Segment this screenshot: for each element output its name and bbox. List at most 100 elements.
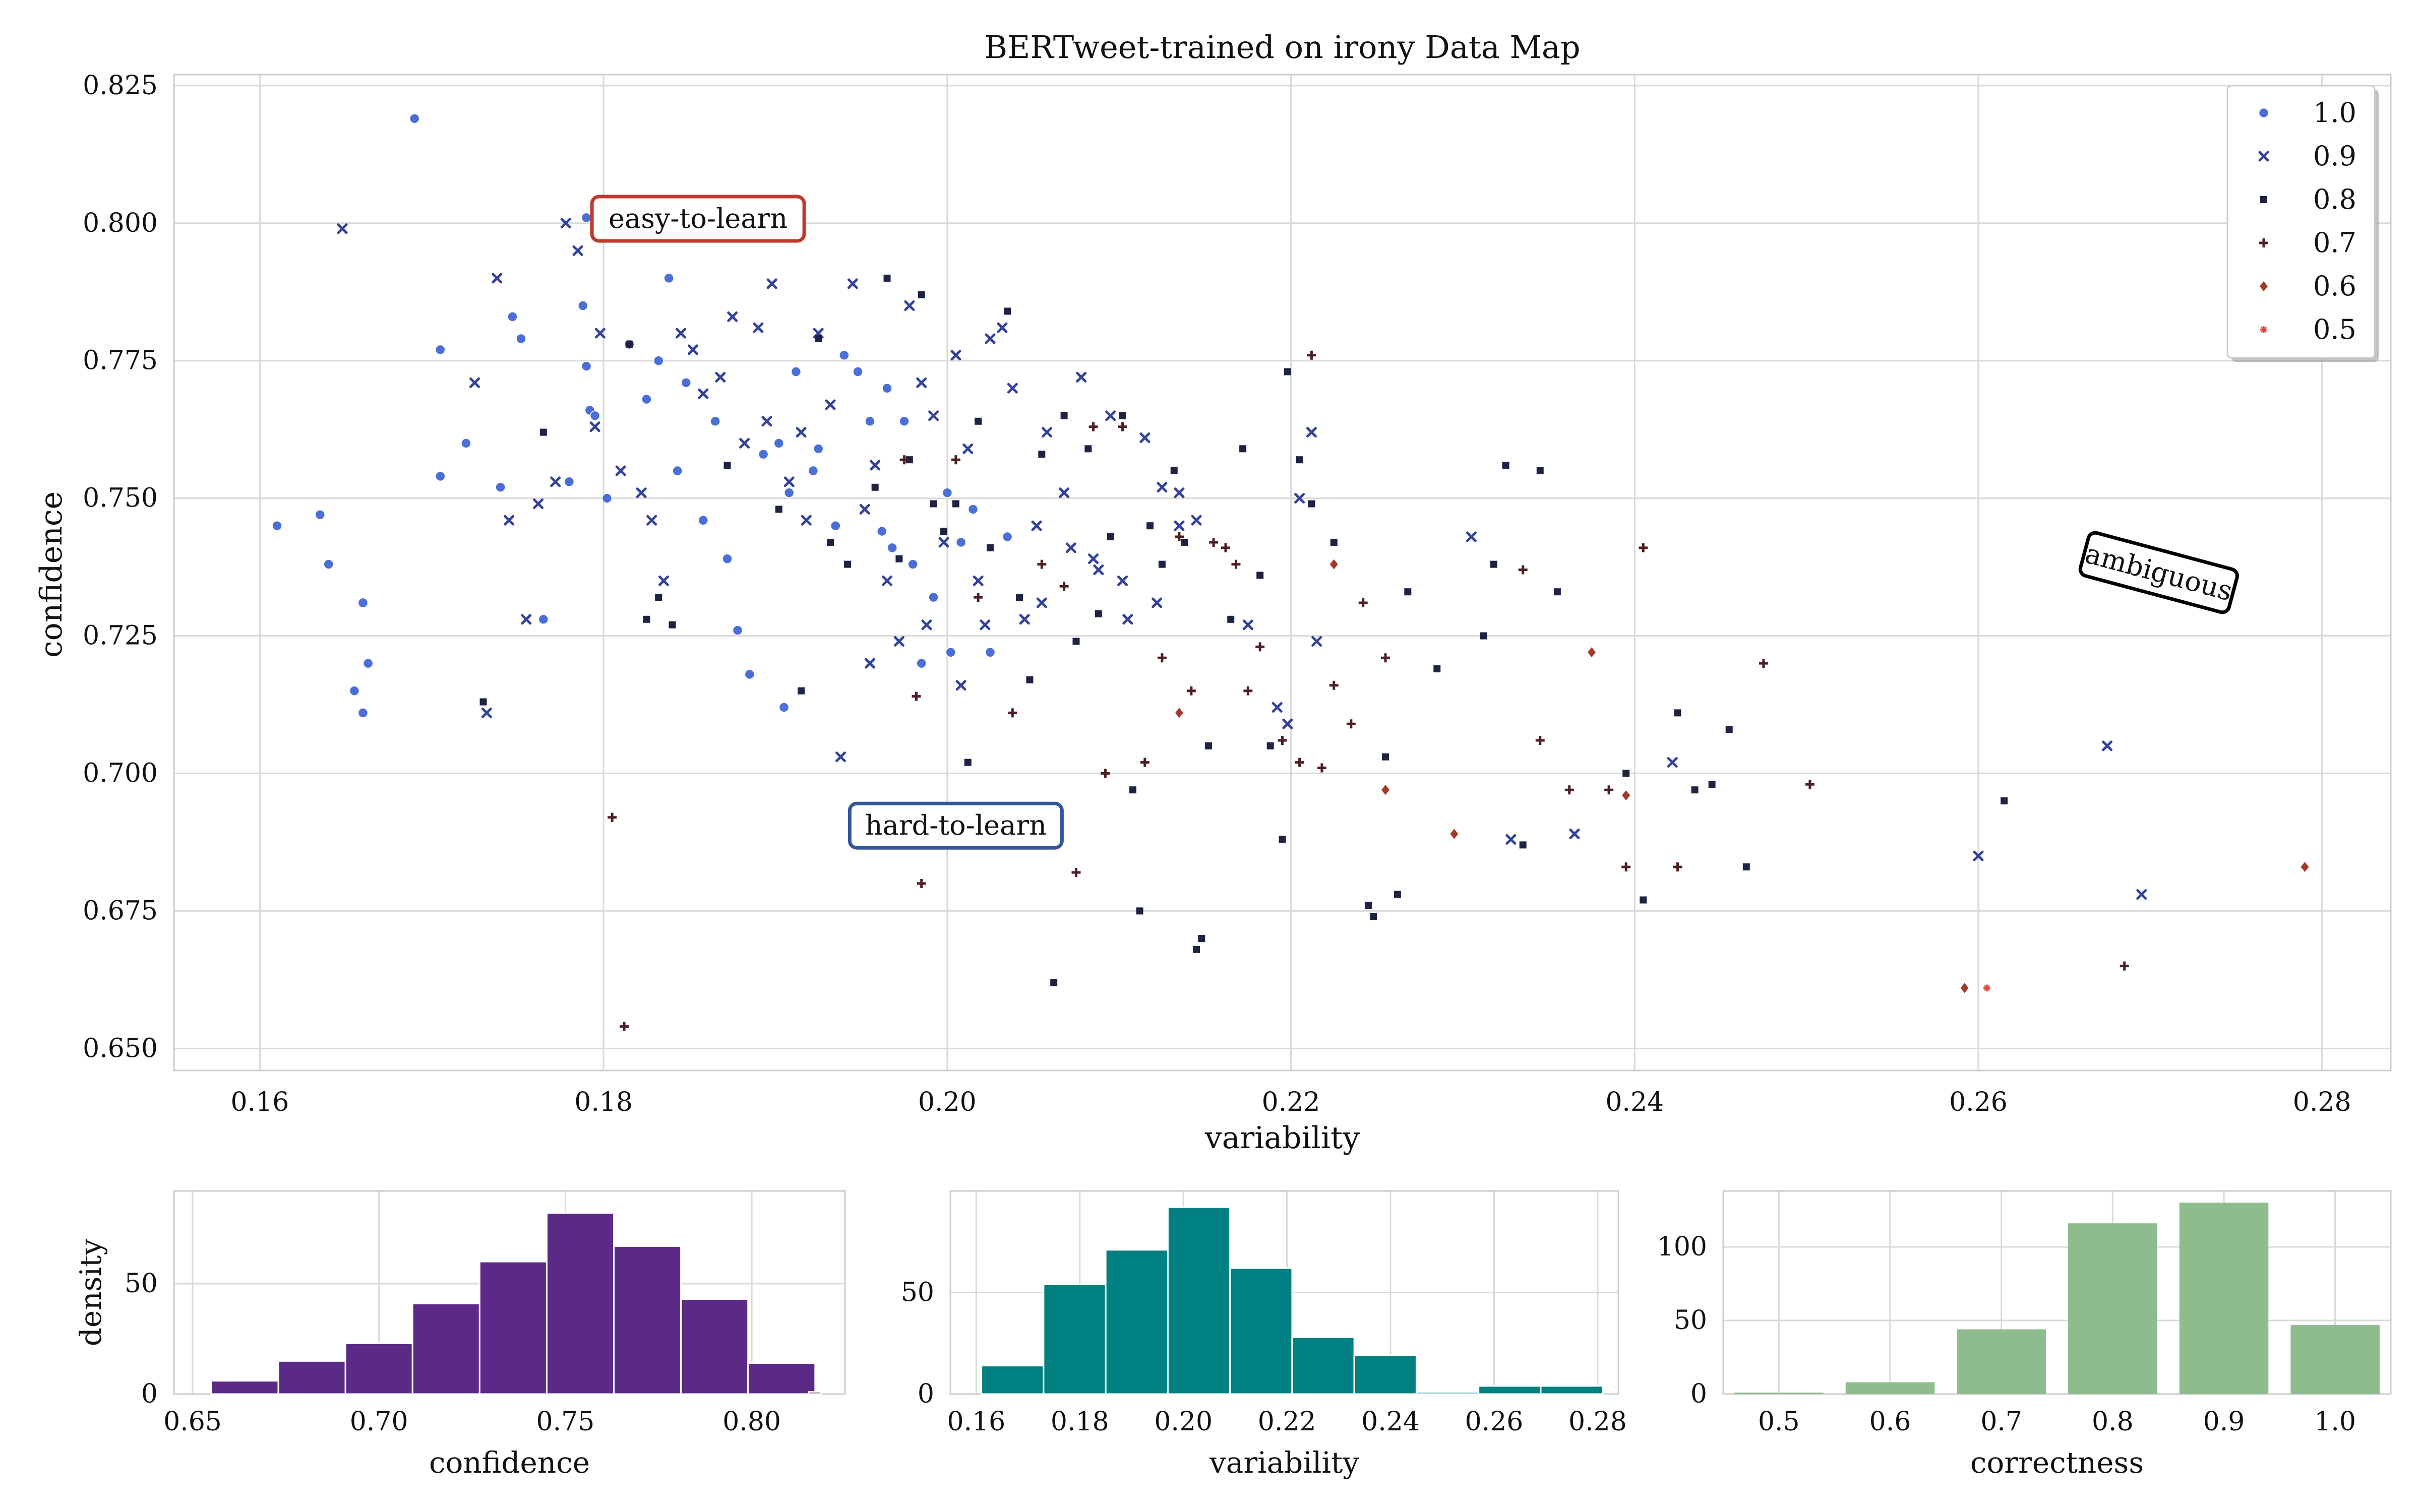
data-point <box>1019 614 1030 625</box>
y-tick-label: 0 <box>1690 1379 1707 1409</box>
data-point <box>865 416 875 427</box>
data-point <box>839 350 850 361</box>
data-point <box>1266 742 1274 749</box>
x-tick-label: 0.22 <box>1258 1407 1316 1437</box>
data-point <box>1004 307 1011 315</box>
data-point <box>1759 659 1768 668</box>
data-point <box>1119 412 1126 419</box>
series-0.9 <box>337 218 2147 900</box>
data-point <box>895 555 903 562</box>
data-point <box>1015 594 1023 601</box>
legend-label: 1.0 <box>2313 97 2356 129</box>
data-point <box>847 278 858 289</box>
data-point <box>481 707 492 718</box>
data-point <box>715 371 726 383</box>
data-point <box>921 619 932 631</box>
scatter-plot-frame <box>173 74 2392 1072</box>
data-point <box>1622 790 1630 801</box>
data-point <box>539 428 547 436</box>
data-point <box>658 575 669 586</box>
bar-0.6 <box>1845 1382 1935 1394</box>
data-point <box>1564 785 1574 795</box>
data-point <box>1667 757 1678 768</box>
data-point <box>864 658 875 669</box>
data-point <box>461 438 471 449</box>
y-tick-label: 50 <box>125 1269 158 1299</box>
data-point <box>1450 829 1459 839</box>
data-point <box>973 575 984 586</box>
data-point <box>974 593 983 602</box>
data-point <box>1535 735 1545 745</box>
data-point <box>1193 946 1200 953</box>
data-point <box>940 528 948 535</box>
data-point <box>581 361 592 371</box>
data-point <box>1311 636 1322 647</box>
data-point <box>1284 368 1291 375</box>
histogram-bar <box>981 1365 1045 1395</box>
x-tick-label: 0.20 <box>918 1087 977 1117</box>
data-point <box>758 449 769 460</box>
data-point <box>766 278 777 289</box>
data-point <box>1072 638 1080 645</box>
data-point <box>1282 718 1293 729</box>
bar-0.5 <box>1734 1393 1824 1394</box>
legend-label: 0.9 <box>2313 140 2356 172</box>
data-point <box>827 538 834 546</box>
data-point <box>1330 538 1338 546</box>
annotation-box <box>2078 531 2239 614</box>
data-point <box>1604 785 1614 795</box>
legend-label: 0.7 <box>2313 227 2356 259</box>
data-point <box>727 311 738 322</box>
x-tick-label: 0.6 <box>1869 1407 1911 1437</box>
data-point <box>469 377 480 388</box>
data-point <box>594 328 606 339</box>
data-point <box>516 333 526 344</box>
data-point <box>975 417 982 425</box>
data-point <box>1364 902 1372 909</box>
data-point <box>955 537 966 548</box>
data-point <box>1174 520 1185 531</box>
data-point <box>1519 841 1527 849</box>
data-point <box>272 520 282 531</box>
data-point <box>951 455 960 465</box>
data-point <box>1278 735 1287 745</box>
histogram-bar <box>277 1360 346 1395</box>
data-point <box>608 812 617 822</box>
data-point <box>1329 559 1338 570</box>
data-point <box>641 394 652 405</box>
data-point <box>1122 614 1133 625</box>
data-point <box>337 223 348 234</box>
data-point <box>930 500 937 508</box>
data-point <box>1140 758 1150 767</box>
data-point <box>882 575 893 586</box>
data-point <box>1490 560 1497 568</box>
legend-label: 0.6 <box>2313 270 2356 302</box>
x-tick-label: 0.24 <box>1605 1087 1664 1117</box>
data-point <box>945 647 956 658</box>
y-tick-label: 0.700 <box>83 758 158 788</box>
histogram-bar <box>808 1391 822 1395</box>
legend-marker <box>2260 196 2267 203</box>
series-0.5 <box>1983 984 1990 992</box>
data-point <box>435 344 446 355</box>
data-point <box>1175 708 1183 718</box>
data-point <box>2001 797 2008 805</box>
histogram-confidence: 0.65 0.70 0.75 0.80 0 50 confidence density <box>74 1190 846 1480</box>
data-point <box>928 592 939 603</box>
histogram-bar <box>1043 1283 1107 1395</box>
data-point <box>753 322 764 333</box>
data-point <box>859 503 870 515</box>
bar-0.7 <box>1957 1329 2046 1394</box>
data-point <box>1272 702 1283 713</box>
data-point <box>504 515 515 526</box>
y-tick-label: 0 <box>141 1379 158 1409</box>
data-point <box>653 355 664 366</box>
data-point <box>1639 543 1648 552</box>
y-tick-label: 0.725 <box>83 621 158 651</box>
data-point <box>1059 582 1069 591</box>
data-point <box>1466 531 1477 542</box>
data-point <box>1231 559 1241 569</box>
histogram-bar <box>680 1298 749 1395</box>
scatter-plot: 0.16 0.18 0.20 0.22 0.24 0.26 0.28 0.650 0.675 0.… <box>34 29 2392 1156</box>
